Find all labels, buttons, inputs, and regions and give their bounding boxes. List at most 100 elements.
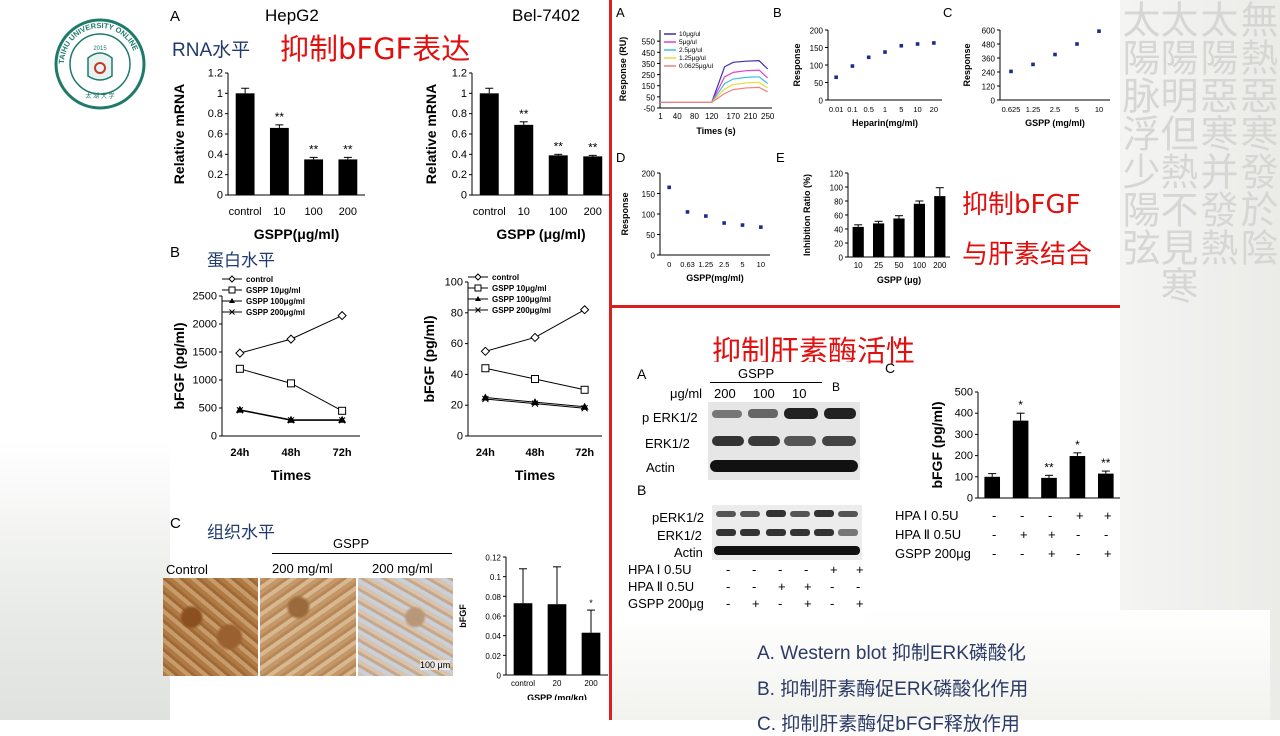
significance-mark: ** — [1044, 460, 1054, 474]
legend-label: 10μg/ul — [679, 31, 701, 38]
condition-mark: + — [830, 562, 838, 577]
x-tick-label: 10 — [757, 260, 765, 269]
y-tick-label: 100 — [830, 184, 844, 193]
series-line — [485, 309, 585, 352]
data-point — [480, 346, 491, 357]
data-point — [287, 379, 295, 388]
x-tick-label: 200 — [933, 261, 947, 270]
hepg2-mrna-chart: 0 0.2 0.4 0.6 0.8 1 1.2 Relative mRNA GSPP(μg/ml… — [171, 68, 365, 242]
y-tick-label: 1.2 — [208, 68, 223, 80]
data-point — [338, 416, 346, 424]
x-tick-label: 10 — [518, 206, 530, 218]
bar — [235, 93, 255, 195]
legend-marker — [474, 273, 482, 281]
data-point — [1031, 62, 1035, 67]
bar — [581, 632, 601, 675]
western-blot-b-bands — [712, 505, 862, 560]
x-tick-label: 10 — [273, 206, 285, 218]
y-tick-label: 0 — [457, 431, 463, 443]
y-tick-label: 1 — [461, 88, 467, 100]
legend-label: control — [246, 275, 273, 284]
legend-marker — [475, 296, 481, 301]
university-logo: TAIHU UNIVERSITY ONLINE 2015 太 湖 大 学 — [54, 18, 146, 110]
ihc-gspp-label: GSPP — [333, 536, 370, 551]
x-axis-label: Times — [271, 467, 311, 483]
x-tick-label: control — [229, 206, 262, 218]
y-tick-label: 0 — [991, 97, 996, 106]
legend-label: GSPP 10μg/ml — [492, 284, 547, 293]
x-tick-label: 0.625 — [1002, 105, 1021, 114]
panel-letter: C — [885, 360, 896, 376]
vertical-divider — [609, 0, 612, 720]
x-tick-label: 25 — [874, 261, 883, 270]
condition-mark: + — [856, 596, 864, 611]
y-axis-label: Response (RU) — [618, 37, 628, 102]
data-point — [287, 416, 295, 424]
y-tick-label: 80 — [451, 307, 463, 319]
series-line — [660, 81, 769, 104]
y-axis-label: Relative mRNA — [423, 84, 439, 184]
condition-mark: - — [778, 562, 783, 577]
data-point — [1097, 29, 1101, 33]
y-axis-label: Response — [962, 43, 972, 86]
bar — [479, 93, 499, 195]
condition-mark: - — [992, 546, 997, 561]
bar — [1069, 456, 1086, 498]
panel-letter: D — [616, 150, 626, 165]
bel-mrna-chart: 0 0.2 0.4 0.6 0.8 1 1.2 Relative mRNA GSPP (μg/m… — [423, 68, 610, 242]
wb-row-label: ERK1/2 — [645, 436, 690, 451]
condition-mark: + — [752, 596, 760, 611]
x-tick-label: 200 — [584, 679, 598, 688]
condition-mark: - — [1020, 508, 1025, 523]
bar — [1041, 477, 1057, 498]
x-tick-label: 1.25 — [699, 260, 714, 269]
y-tick-label: 240 — [982, 69, 996, 78]
series-line — [239, 315, 343, 354]
x-tick-label: 24h — [476, 447, 495, 459]
x-tick-label: 48h — [526, 447, 545, 459]
wb-dose: 200 — [714, 386, 736, 401]
data-point — [899, 43, 904, 48]
condition-mark: - — [752, 579, 757, 594]
y-tick-label: 40 — [451, 369, 463, 381]
condition-label: HPA Ⅱ 0.5U — [628, 579, 695, 594]
condition-mark: - — [804, 562, 809, 577]
x-tick-label: 0.63 — [680, 260, 695, 269]
significance-mark: ** — [1101, 456, 1111, 470]
x-axis-label: GSPP(mg/ml) — [686, 273, 744, 283]
y-tick-label: 500 — [199, 403, 217, 415]
significance-mark: ** — [554, 139, 564, 153]
x-tick-label: 210 — [744, 112, 758, 121]
y-tick-label: 150 — [642, 190, 656, 199]
condition-label: GSPP 200μg — [895, 546, 971, 561]
data-point — [338, 406, 347, 415]
calligraphy-column: 太陽脉浮少陽弦 — [1116, 0, 1160, 266]
panel-letter: A — [637, 366, 647, 382]
condition-mark: - — [726, 596, 731, 611]
bar — [913, 203, 926, 257]
y-tick-label: 0.4 — [208, 149, 223, 161]
y-tick-label: 550 — [642, 38, 656, 47]
data-point — [1075, 42, 1079, 46]
series-line — [660, 76, 769, 104]
x-axis-label: Times (s) — [696, 126, 735, 136]
significance-mark: * — [589, 598, 593, 608]
y-tick-label: 300 — [955, 429, 973, 441]
x-tick-label: 0.1 — [847, 105, 857, 114]
x-tick-label: 2.5 — [719, 260, 729, 269]
data-point — [531, 400, 539, 408]
y-tick-label: 1.2 — [452, 68, 467, 80]
x-axis-label: GSPP(μg/ml) — [254, 226, 340, 242]
condition-mark: - — [992, 508, 997, 523]
bar — [547, 604, 567, 675]
y-tick-label: 350 — [642, 60, 656, 69]
y-axis-label: bFGF (pg/ml) — [929, 401, 945, 488]
y-tick-label: 500 — [955, 387, 973, 399]
condition-mark: + — [1048, 527, 1056, 542]
significance-mark: ** — [588, 140, 598, 154]
significance-mark: * — [1018, 398, 1023, 412]
condition-mark: + — [804, 579, 812, 594]
western-blot-a-bands — [708, 402, 860, 480]
x-tick-label: 10 — [1095, 105, 1103, 114]
data-point — [1053, 52, 1057, 57]
